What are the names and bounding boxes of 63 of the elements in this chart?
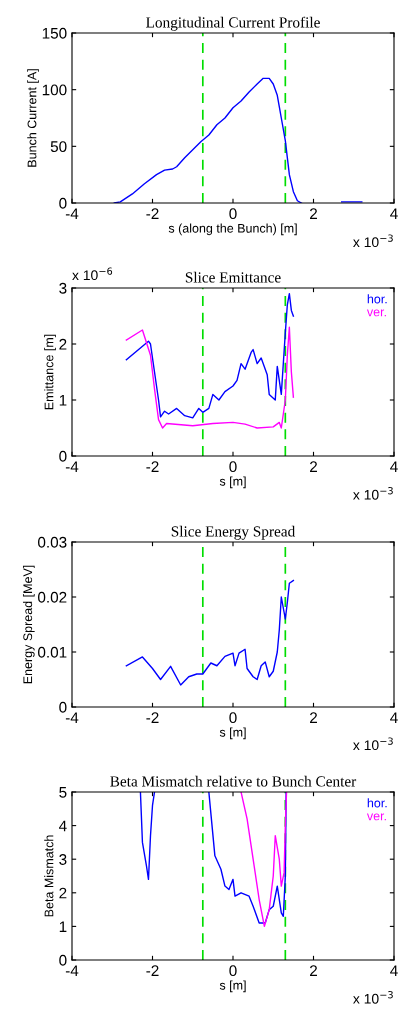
- x-tick-label: 2: [310, 208, 317, 219]
- y-tick-label: 0.02: [38, 591, 67, 603]
- text: x 10$^{−6}$: [72, 267, 113, 281]
- x-tick-label: -2: [146, 965, 159, 976]
- chart-title: Slice Emittance: [185, 271, 281, 283]
- chart-title: Longitudinal Current Profile: [146, 16, 320, 31]
- y-tick-label: 50: [50, 141, 67, 153]
- y-tick-label: 150: [42, 27, 67, 39]
- y-tick-label: 0: [59, 954, 67, 966]
- line-series: [240, 792, 288, 928]
- x-tick-label: 4: [390, 208, 398, 219]
- y-axis-title: Energy Spread [MeV]: [22, 565, 35, 684]
- y-tick-label: 0.01: [38, 646, 67, 658]
- x-tick-label: 2: [310, 965, 317, 976]
- x-tick-label: -2: [146, 461, 159, 472]
- line-series: [125, 326, 295, 429]
- y-tick-label: 4: [58, 820, 67, 832]
- text: x 10$^{−3}$: [353, 991, 393, 1004]
- x-tick-label: 2: [310, 461, 317, 472]
- text: x 10$^{−3}$: [353, 234, 393, 248]
- y-tick-label: 1: [59, 395, 67, 406]
- x-tick-label: 0: [229, 712, 237, 724]
- y-tick-label: 2: [59, 338, 67, 350]
- x-axis-title: s [m]: [219, 980, 246, 993]
- text: ver.: [366, 309, 386, 317]
- text: hor.: [367, 798, 387, 808]
- y-tick-label: 1: [59, 921, 67, 932]
- y-tick-label: 0: [59, 450, 67, 462]
- x-tick-label: 0: [229, 965, 237, 977]
- x-tick-label: 4: [390, 461, 398, 472]
- y-axis-title: Bunch Current [A]: [27, 69, 39, 167]
- text: ver.: [366, 813, 386, 821]
- y-tick-label: 0: [59, 197, 67, 209]
- x-tick-label: -2: [146, 712, 159, 723]
- y-tick-label: 5: [59, 787, 67, 798]
- x-tick-label: 0: [229, 461, 237, 473]
- text: x 10$^{−3}$: [353, 737, 393, 751]
- x-tick-label: 4: [390, 712, 398, 723]
- y-tick-label: 0: [59, 701, 67, 713]
- chart-title: Beta Mismatch relative to Bunch Center: [110, 775, 357, 787]
- y-tick-label: 3: [59, 854, 67, 865]
- text: x 10$^{−3}$: [353, 487, 393, 500]
- x-tick-label: -2: [146, 208, 159, 219]
- x-tick-label: -4: [65, 461, 79, 472]
- y-axis-title: Beta Mismatch: [44, 835, 54, 917]
- x-tick-label: 0: [229, 208, 237, 220]
- x-tick-label: 4: [390, 965, 398, 976]
- line-series: [125, 292, 295, 419]
- line-series: [125, 579, 295, 686]
- x-axis-title: s [m]: [219, 727, 246, 740]
- y-tick-label: 2: [59, 887, 67, 899]
- chart-title: Slice Energy Spread: [171, 525, 296, 540]
- y-tick-label: 0.03: [38, 536, 67, 548]
- x-axis-title: s [m]: [219, 476, 246, 489]
- x-axis-title: s (along the Bunch) [m]: [168, 223, 297, 236]
- x-tick-label: 2: [310, 712, 317, 723]
- x-tick-label: -4: [65, 965, 79, 976]
- x-tick-label: -4: [65, 208, 79, 219]
- x-tick-label: -4: [65, 712, 79, 723]
- y-tick-label: 100: [42, 84, 67, 96]
- y-tick-label: 3: [59, 282, 67, 294]
- y-axis-title: Emittance [m]: [44, 334, 56, 410]
- text: hor.: [367, 294, 387, 304]
